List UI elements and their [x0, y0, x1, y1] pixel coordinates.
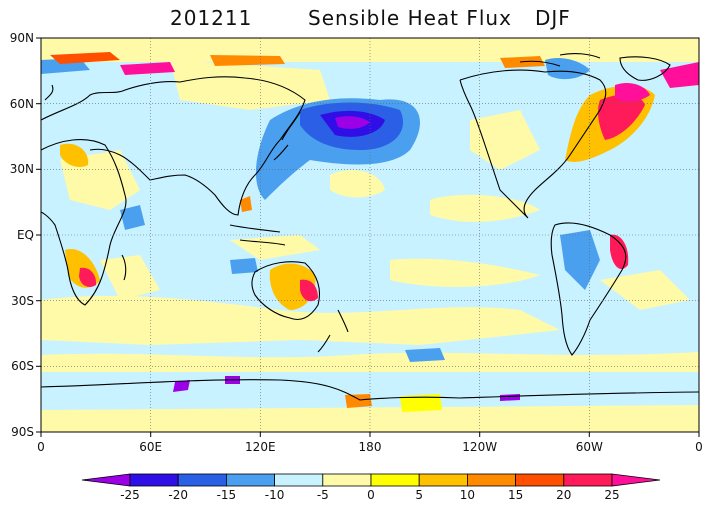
colorbar-swatch [322, 473, 372, 487]
colorbar-swatch [563, 473, 613, 487]
colorbar-label: 5 [415, 488, 423, 502]
lat-label: 90N [10, 31, 34, 45]
colorbar-label: -20 [168, 488, 188, 502]
colorbar-label: 0 [367, 488, 375, 502]
coast-australia [251, 261, 321, 321]
colorbar-label: 20 [556, 488, 571, 502]
coast-japan [273, 111, 301, 161]
lon-label: 0 [37, 440, 45, 454]
lat-label: 30S [11, 294, 34, 308]
colorbar-label: -5 [317, 488, 329, 502]
map-panel [41, 38, 699, 432]
latitude-labels: 90N 60N 30N EQ 30S 60S 90S [10, 31, 34, 439]
coast-antarctica [41, 379, 699, 401]
lat-label: 60S [11, 359, 34, 373]
lon-label: 60E [139, 440, 162, 454]
colorbar-label: -25 [120, 488, 140, 502]
coast-africa [41, 139, 127, 306]
coastlines [41, 53, 699, 401]
coast-south-america [550, 222, 627, 356]
title-date: 201211 [170, 6, 253, 30]
colorbar-label: -10 [265, 488, 285, 502]
coast-north-america [459, 69, 607, 219]
coast-indonesia [229, 224, 286, 246]
lon-label: 120E [245, 440, 276, 454]
lon-label: 120W [462, 440, 497, 454]
colorbar-high-arrow [611, 473, 661, 487]
axis-ticks [36, 37, 700, 437]
lat-label: 60N [10, 97, 34, 111]
colorbar-swatch [129, 473, 179, 487]
lat-label: 30N [10, 162, 34, 176]
coast-madagascar [121, 254, 127, 281]
colorbar-swatch [370, 473, 420, 487]
coast-eurasia [41, 76, 306, 216]
coast-uk [44, 84, 54, 101]
colorbar: -25 -20 -15 -10 -5 0 5 10 15 20 25 [81, 473, 661, 502]
negative-flux-areas [41, 58, 600, 362]
lon-label: 60W [576, 440, 603, 454]
lat-label: EQ [17, 228, 34, 242]
colorbar-swatch [515, 473, 565, 487]
lon-label: 180 [359, 440, 382, 454]
colorbar-low-arrow [81, 473, 131, 487]
coast-greenland [619, 56, 671, 81]
colorbar-swatch [177, 473, 227, 487]
colorbar-label: -15 [217, 488, 237, 502]
lat-label: 90S [11, 425, 34, 439]
colorbar-label: 25 [604, 488, 619, 502]
coast-new-zealand [317, 309, 349, 353]
coast-arctic-islands [519, 53, 601, 67]
chart-title: 201211 Sensible Heat Flux DJF [0, 6, 712, 32]
colorbar-swatch [274, 473, 324, 487]
colorbar-label: 10 [460, 488, 475, 502]
colorbar-label: 15 [508, 488, 523, 502]
colorbar-swatch [225, 473, 275, 487]
lon-label: 0 [695, 440, 703, 454]
positive-flux-areas [41, 38, 699, 432]
strong-positive-flux-areas [50, 52, 699, 412]
colorbar-swatch [418, 473, 468, 487]
title-variable: Sensible Heat Flux [308, 6, 512, 30]
title-season: DJF [535, 6, 571, 30]
colorbar-swatch [466, 473, 516, 487]
longitude-labels: 0 60E 120E 180 120W 60W 0 [37, 440, 703, 454]
